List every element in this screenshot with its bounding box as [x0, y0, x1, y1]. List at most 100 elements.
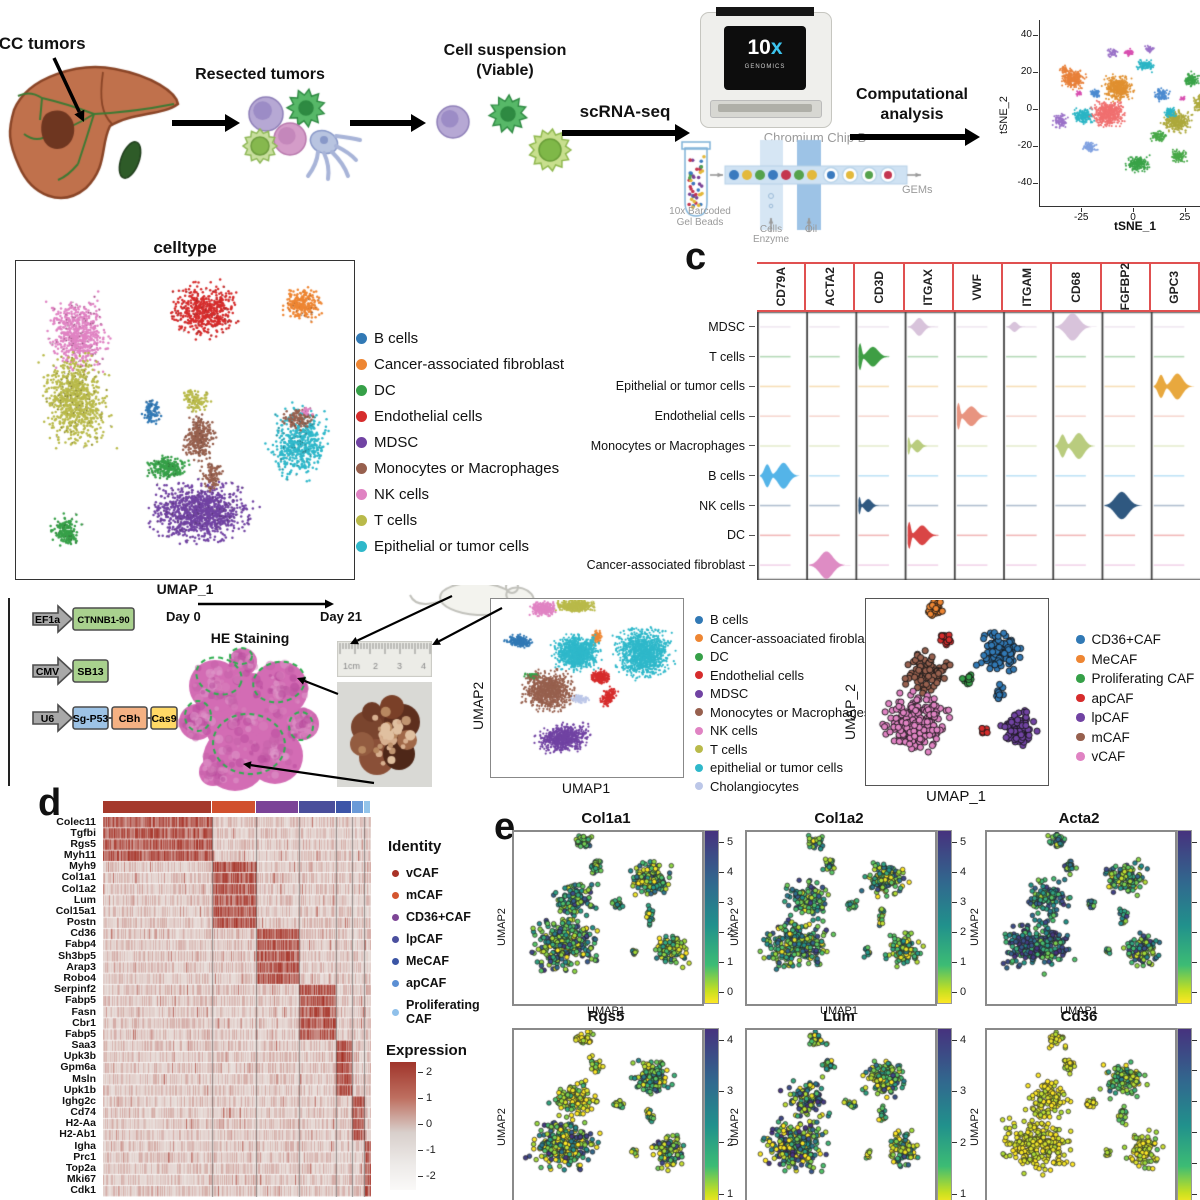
feature-colorbar-tick-mark: [952, 1193, 957, 1195]
feature-frame: [985, 830, 1177, 1006]
heatmap-gene-label: H2-Ab1: [59, 1128, 96, 1141]
violin-row-text: DC: [726, 528, 745, 543]
beads-label-1: 10x Barcoded: [669, 206, 731, 217]
heatmap-gene-label: Msln: [72, 1072, 96, 1085]
violin-row-tick: [749, 534, 755, 536]
chromium-chip-diagram: [655, 128, 955, 238]
feature-colorbar-tick-mark: [952, 1090, 957, 1092]
feature-colorbar-tick-mark: [952, 841, 957, 843]
feature-colorbar-tick-mark: [719, 841, 724, 843]
gene-header: FGFBP2: [1099, 262, 1151, 312]
feature-colorbar-tick-label: 4: [727, 1034, 734, 1046]
legend-dot: [695, 782, 703, 790]
gene-header: CD68: [1050, 262, 1102, 312]
expression-ticks: 2 1 0 -1 -2: [418, 1062, 454, 1190]
panel-e-label: e: [494, 806, 516, 848]
left-crop-line: [8, 598, 10, 786]
violin-row-label: Endothelial cells: [545, 401, 755, 431]
feature-colorbar-tick-mark: [719, 1039, 724, 1041]
legend-dot: [695, 689, 703, 698]
legend-item: T cells: [356, 512, 676, 529]
feature-colorbar: [1177, 830, 1192, 1004]
feature-colorbar-tick-label: 2: [727, 926, 734, 938]
feature-ylabel: UMAP2: [729, 1108, 741, 1146]
heatmap: [103, 817, 371, 1197]
resected-tumors-label: Resected tumors: [195, 66, 325, 83]
legend-label: B cells: [710, 612, 749, 627]
legend-label: Proliferating CAF: [406, 998, 480, 1026]
legend-dot: [695, 652, 703, 661]
tsne-xtick-mark: [1184, 208, 1186, 212]
tsne-ytick: 40: [1020, 29, 1032, 40]
legend-item: apCAF: [1076, 691, 1200, 706]
oil-label: Oil: [804, 224, 818, 235]
heatmap-gene-label: Fabp5: [65, 1027, 96, 1040]
tsne-ytick: 0: [1026, 103, 1032, 114]
feature-colorbar-tick: 0: [952, 986, 966, 998]
feature-colorbar-tick-mark: [1192, 931, 1197, 933]
legend-label: MeCAF: [406, 954, 450, 968]
feature-xlabel: UMAP1: [820, 1005, 858, 1017]
violin-row-label: B cells: [545, 461, 755, 491]
expression-tick-mark: [418, 1071, 423, 1073]
heatmap-gene-label: Fabp4: [65, 938, 96, 951]
feature-colorbar-tick: 3: [719, 1085, 733, 1097]
day21-label: Day 21: [320, 609, 362, 624]
violin-row-labels: MDSC T cells Epithelial or tumor cells Endo…: [545, 312, 755, 580]
legend-label: T cells: [374, 512, 418, 529]
legend-item: mCAF: [1076, 730, 1200, 745]
heatmap-gene-label: H2-Aa: [65, 1117, 96, 1130]
gene-header: GPC3: [1148, 262, 1200, 312]
feature-colorbar-tick-mark: [1192, 1193, 1197, 1195]
gems-label: GEMs: [902, 184, 933, 196]
instrument-base-slot: [718, 104, 812, 112]
legend-dot: [695, 671, 703, 679]
legend-label: B cells: [374, 330, 419, 347]
feature-colorbar-tick-mark: [1192, 901, 1197, 903]
violin-row-text: T cells: [709, 349, 745, 364]
feature-colorbar-tick-label: 0: [727, 986, 734, 998]
cluster-bar-segment: [363, 801, 371, 813]
feature-xlabel: UMAP1: [1060, 1005, 1098, 1017]
gene-header: CD79A: [757, 262, 807, 312]
gene-name: ITGAX: [921, 268, 936, 306]
heatmap-gene-label: Postn: [66, 916, 96, 929]
legend-item: Cancer-assoaciated firoblast: [695, 631, 875, 646]
legend-dot: [356, 515, 367, 526]
violin-row-text: B cells: [708, 468, 745, 483]
legend-item: MDSC: [356, 434, 676, 451]
legend-label: mCAF: [1091, 729, 1130, 745]
violin-row-tick: [749, 475, 755, 477]
logo-10: 10: [747, 36, 771, 59]
vector-constructs: EF1a CTNNB1-90 CMV SB13 U6 Sg-P53 CBh Cas9: [32, 604, 178, 733]
he-staining-image: [175, 644, 325, 796]
construct-box-label: Sg-P53: [73, 713, 109, 725]
heatmap-gene-label: Lum: [73, 893, 96, 906]
violin-row-text: Cancer-associated fibroblast: [586, 558, 745, 573]
instrument-screen: 10x GENOMICS: [724, 26, 806, 90]
heatmap-gene-label: Col1a1: [61, 871, 96, 884]
legend-label: NK cells: [710, 723, 758, 738]
legend-item: vCAF: [392, 866, 502, 880]
legend-item: Endothelial cells: [695, 668, 875, 683]
legend-dot: [1076, 674, 1085, 683]
legend-label: Cancer-assoaciated firoblast: [710, 630, 875, 646]
tsne-ytick-mark: [1033, 109, 1038, 110]
gene-header: ACTA2: [804, 262, 856, 312]
tumor-photo: [337, 682, 432, 787]
feature-title: Cd36: [1060, 1008, 1098, 1025]
heatmap-gene-label: Prc1: [73, 1150, 96, 1163]
feature-colorbar-tick: 0: [719, 986, 733, 998]
legend-item: Cholangiocytes: [695, 779, 875, 794]
day0-label: Day 0: [166, 609, 201, 624]
feature-title: Acta2: [1058, 810, 1100, 827]
violin-row-tick: [749, 326, 755, 328]
feature-colorbar: [937, 830, 952, 1004]
feature-colorbar-tick-label: 5: [960, 836, 967, 848]
heatmap-gene-label: Arap3: [66, 960, 96, 973]
cell-suspension-illustration: [428, 82, 588, 192]
feature-title: Rgs5: [587, 1008, 625, 1025]
heatmap-gene-label: Fabp5: [65, 994, 96, 1007]
feature-colorbar-tick: 4: [719, 866, 733, 878]
legend-dot: [1076, 654, 1085, 664]
